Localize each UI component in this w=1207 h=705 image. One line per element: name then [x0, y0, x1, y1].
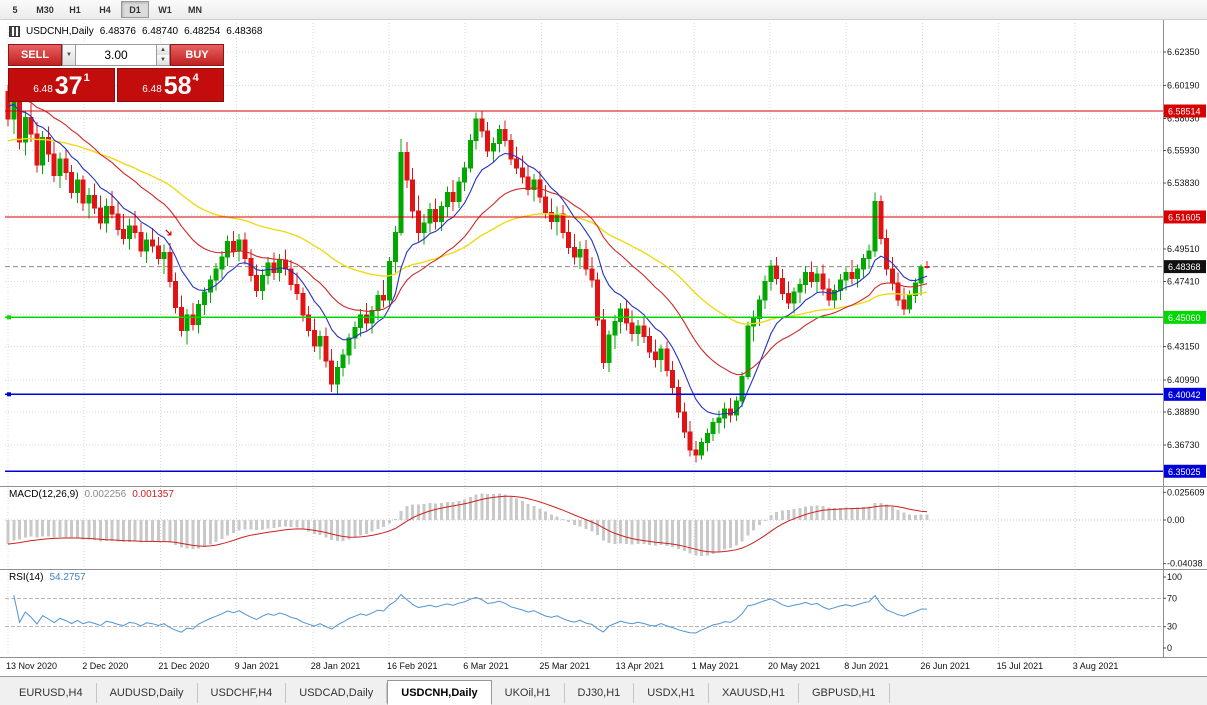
ohlc-close: 6.48368: [226, 26, 263, 37]
svg-text:6.49510: 6.49510: [1167, 244, 1200, 254]
svg-text:9 Jan 2021: 9 Jan 2021: [235, 661, 280, 671]
timeframe-button-D1[interactable]: D1: [121, 1, 149, 18]
svg-text:100: 100: [1167, 572, 1182, 582]
svg-text:21 Dec 2020: 21 Dec 2020: [158, 661, 209, 671]
macd-main-value: 0.002256: [84, 489, 127, 500]
chart-tab-EURUSD-H4[interactable]: EURUSD,H4: [6, 683, 97, 703]
svg-text:20 May 2021: 20 May 2021: [768, 661, 820, 671]
rsi-value: 54.2757: [49, 572, 86, 583]
svg-text:6 Mar 2021: 6 Mar 2021: [463, 661, 509, 671]
macd-signal-value: 0.001357: [132, 489, 174, 500]
svg-text:25 Mar 2021: 25 Mar 2021: [539, 661, 590, 671]
chart-tab-XAUUSD-H1[interactable]: XAUUSD,H1: [709, 683, 799, 703]
svg-text:6.60190: 6.60190: [1167, 80, 1200, 90]
svg-text:6.43150: 6.43150: [1167, 342, 1200, 352]
trade-controls-row: SELL ▼ ▲ ▼ BUY: [8, 44, 224, 66]
svg-text:2 Dec 2020: 2 Dec 2020: [82, 661, 128, 671]
timeframe-button-H1[interactable]: H1: [69, 4, 81, 15]
svg-text:28 Jan 2021: 28 Jan 2021: [311, 661, 361, 671]
svg-text:6.48368: 6.48368: [1168, 262, 1201, 272]
svg-text:1 May 2021: 1 May 2021: [692, 661, 739, 671]
timeframe-button-W1[interactable]: W1: [158, 4, 172, 15]
sell-price-base: 6.48: [33, 84, 53, 95]
chart-tab-USDCHF-H4[interactable]: USDCHF,H4: [198, 683, 287, 703]
lot-increase-button[interactable]: ▲: [156, 44, 170, 55]
sell-price-display[interactable]: 6.48 37 1: [8, 68, 115, 102]
svg-text:13 Apr 2021: 13 Apr 2021: [616, 661, 665, 671]
svg-text:26 Jun 2021: 26 Jun 2021: [920, 661, 970, 671]
svg-text:8 Jun 2021: 8 Jun 2021: [844, 661, 889, 671]
svg-text:3 Aug 2021: 3 Aug 2021: [1073, 661, 1119, 671]
svg-text:30: 30: [1167, 622, 1177, 632]
ohlc-open: 6.48376: [99, 26, 136, 37]
chart-icon: [9, 26, 20, 37]
svg-text:6.58030: 6.58030: [1167, 113, 1200, 123]
svg-text:15 Jul 2021: 15 Jul 2021: [997, 661, 1044, 671]
lot-dropdown-button[interactable]: ▼: [62, 44, 76, 66]
chart-tab-UKOil-H1[interactable]: UKOil,H1: [492, 683, 565, 703]
svg-text:6.40042: 6.40042: [1168, 390, 1201, 400]
svg-text:6.35025: 6.35025: [1168, 467, 1201, 477]
svg-text:0.025609: 0.025609: [1167, 487, 1205, 497]
chart-tab-bar: EURUSD,H4 AUDUSD,Daily USDCHF,H4 USDCAD,Dai…: [0, 676, 1207, 705]
chart-tab-AUDUSD-Daily[interactable]: AUDUSD,Daily: [97, 683, 198, 703]
sell-price-fraction: 1: [83, 72, 90, 84]
timeframe-toolbar: 5 M30 H1 H4 D1 W1 MN: [0, 0, 1207, 20]
chart-tab-DJ30-H1[interactable]: DJ30,H1: [565, 683, 635, 703]
chart-tab-USDCAD-Daily[interactable]: USDCAD,Daily: [286, 683, 388, 703]
svg-text:0: 0: [1167, 643, 1172, 653]
chevron-down-icon: ▼: [160, 57, 166, 63]
timeframe-button-M30[interactable]: M30: [36, 4, 54, 15]
macd-name: MACD(12,26,9): [9, 489, 79, 500]
svg-text:6.36730: 6.36730: [1167, 440, 1200, 450]
svg-text:0.00: 0.00: [1167, 515, 1185, 525]
lot-stepper: ▲ ▼: [156, 44, 170, 66]
svg-text:6.40990: 6.40990: [1167, 375, 1200, 385]
chevron-down-icon: ▼: [66, 52, 72, 58]
chart-tab-GBPUSD-H1[interactable]: GBPUSD,H1: [799, 683, 890, 703]
sell-button[interactable]: SELL: [8, 44, 62, 66]
svg-text:6.55930: 6.55930: [1167, 146, 1200, 156]
svg-text:13 Nov 2020: 13 Nov 2020: [6, 661, 57, 671]
timeframe-button-MN[interactable]: MN: [188, 4, 202, 15]
svg-text:6.51605: 6.51605: [1168, 212, 1201, 222]
svg-text:6.53830: 6.53830: [1167, 178, 1200, 188]
timeframe-button-5[interactable]: 5: [12, 4, 18, 15]
chart-tab-USDCNH-Daily[interactable]: USDCNH,Daily: [387, 680, 492, 705]
chart-symbol-period: USDCNH,Daily: [26, 26, 94, 37]
timeframe-button-H4[interactable]: H4: [99, 4, 111, 15]
svg-text:6.62350: 6.62350: [1167, 47, 1200, 57]
lot-size-input[interactable]: [76, 44, 156, 66]
ohlc-high: 6.48740: [141, 26, 179, 37]
rsi-name: RSI(14): [9, 572, 44, 583]
svg-text:6.38890: 6.38890: [1167, 407, 1200, 417]
svg-text:16 Feb 2021: 16 Feb 2021: [387, 661, 438, 671]
chevron-up-icon: ▲: [160, 47, 166, 53]
svg-text:-0.04038: -0.04038: [1167, 559, 1203, 569]
buy-price-fraction: 4: [192, 72, 199, 84]
svg-text:70: 70: [1167, 593, 1177, 603]
svg-text:6.47410: 6.47410: [1167, 276, 1200, 286]
chart-header: USDCNH,Daily 6.48376 6.48740 6.48254 6.4…: [9, 26, 262, 37]
sell-price-pips: 37: [54, 72, 83, 100]
buy-button[interactable]: BUY: [170, 44, 224, 66]
buy-price-display[interactable]: 6.48 58 4: [117, 68, 224, 102]
rsi-indicator-label: RSI(14) 54.2757: [9, 572, 86, 583]
ohlc-low: 6.48254: [184, 26, 221, 37]
svg-text:6.45060: 6.45060: [1168, 313, 1201, 323]
chart-tab-USDX-H1[interactable]: USDX,H1: [634, 683, 709, 703]
svg-text:6.58514: 6.58514: [1168, 107, 1201, 117]
trade-quotes-row: 6.48 37 1 6.48 58 4: [8, 68, 224, 102]
macd-indicator-label: MACD(12,26,9) 0.002256 0.001357: [9, 489, 174, 500]
lot-decrease-button[interactable]: ▼: [156, 55, 170, 66]
buy-price-base: 6.48: [142, 84, 162, 95]
one-click-trading-panel: SELL ▼ ▲ ▼ BUY 6.48 37 1 6.48 58 4: [8, 44, 224, 102]
buy-price-pips: 58: [163, 72, 192, 100]
